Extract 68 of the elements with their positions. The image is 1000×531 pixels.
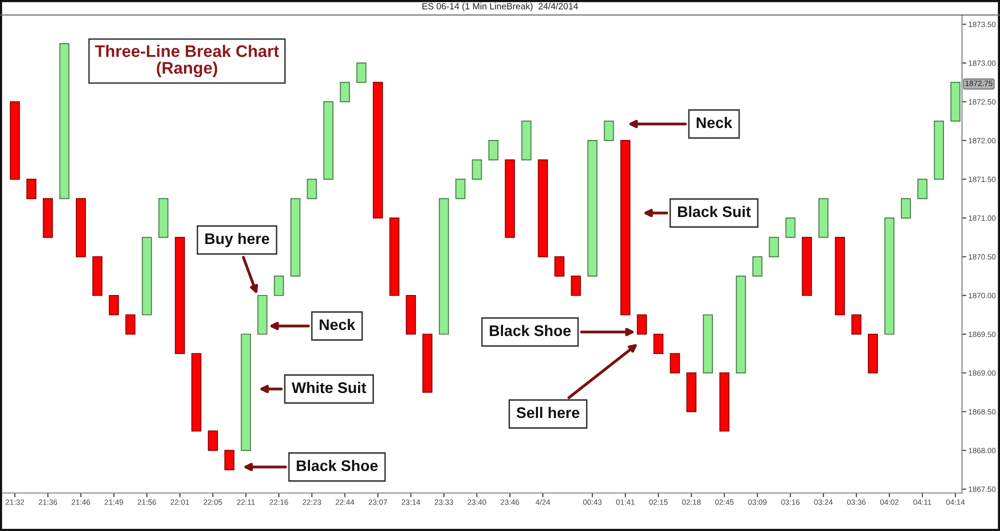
bar xyxy=(752,256,762,277)
bar xyxy=(900,198,911,218)
annotation: Sell here xyxy=(516,406,580,418)
bar xyxy=(554,256,564,277)
bar xyxy=(719,372,730,432)
bar xyxy=(406,294,416,335)
bar xyxy=(92,256,102,296)
annotation: Black Shoe xyxy=(490,324,571,336)
bar xyxy=(570,276,581,296)
bar xyxy=(670,353,680,374)
bar xyxy=(818,198,828,238)
bar xyxy=(224,450,234,470)
bar xyxy=(455,178,466,200)
bar xyxy=(191,353,202,432)
bar xyxy=(653,334,664,354)
bar xyxy=(372,82,383,218)
annotation: Buy here xyxy=(205,232,270,248)
bar xyxy=(604,120,614,141)
bar xyxy=(142,236,152,316)
bar xyxy=(356,62,366,83)
bar xyxy=(76,198,86,258)
bar xyxy=(257,294,268,335)
bar xyxy=(538,159,548,258)
bar xyxy=(10,101,20,180)
bar xyxy=(636,314,647,335)
bar xyxy=(174,236,185,354)
bar xyxy=(851,314,862,335)
annotation: Neck xyxy=(696,116,732,128)
annotation: White Suit xyxy=(292,382,366,394)
bar xyxy=(208,430,218,451)
bar xyxy=(702,314,713,374)
bar xyxy=(108,294,119,316)
bar xyxy=(950,82,960,122)
bar xyxy=(620,140,630,316)
bar xyxy=(868,334,878,374)
bar xyxy=(290,198,300,277)
bar xyxy=(340,82,350,102)
bar xyxy=(389,217,400,296)
bar xyxy=(240,334,251,451)
chart-title: ES 06-14 (1 Min LineBreak) 24/4/2014 xyxy=(422,2,578,12)
bar xyxy=(158,198,168,238)
bar xyxy=(323,101,334,180)
bar xyxy=(917,178,928,200)
bar xyxy=(521,120,532,160)
bar xyxy=(472,159,482,180)
bar xyxy=(274,276,284,296)
bar xyxy=(306,178,317,200)
bar xyxy=(768,236,779,258)
bar xyxy=(504,159,515,238)
bar xyxy=(802,236,812,296)
bar xyxy=(587,140,598,277)
annotation: Black Suit xyxy=(678,206,751,218)
bar xyxy=(884,217,894,335)
bar xyxy=(26,178,36,200)
bar xyxy=(488,140,498,160)
bar xyxy=(42,198,53,238)
annotation: Neck xyxy=(320,318,356,330)
bar xyxy=(125,314,136,335)
bar xyxy=(438,198,449,335)
bar xyxy=(785,217,796,238)
annotation: Black Shoe xyxy=(296,460,378,472)
bar xyxy=(422,334,432,393)
bar xyxy=(736,276,746,374)
bar xyxy=(934,120,944,180)
bar xyxy=(686,372,696,412)
text: Three-Line Break Chart (Range) xyxy=(95,44,279,78)
bar xyxy=(59,43,70,200)
bar xyxy=(834,236,845,316)
